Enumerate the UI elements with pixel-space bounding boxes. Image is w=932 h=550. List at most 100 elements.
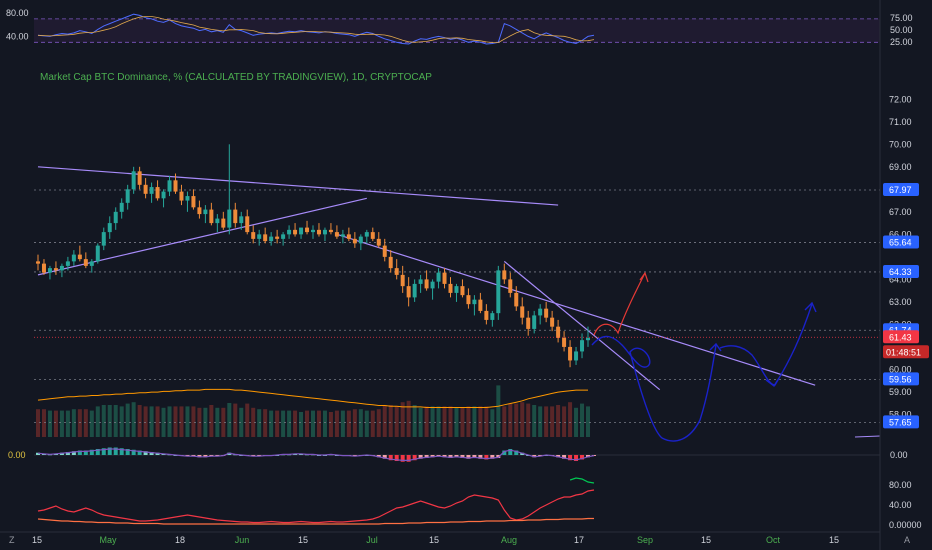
hist-bar [83, 450, 88, 455]
volume-bar [59, 410, 64, 437]
volume-bar [77, 409, 82, 437]
candle [263, 227, 268, 244]
volume-bar [275, 410, 280, 437]
volume-bar [287, 410, 292, 437]
candle [574, 346, 579, 365]
candle-body [173, 180, 178, 192]
candle-body [556, 326, 561, 338]
candle-body [143, 184, 148, 194]
candle-body [358, 236, 363, 244]
candle-body [460, 286, 465, 296]
candle [299, 227, 304, 239]
level-price-label [883, 415, 919, 429]
candle-body [526, 317, 531, 329]
volume-bar [544, 406, 549, 437]
candle [388, 250, 393, 273]
candle-body [484, 310, 489, 320]
hist-bar [562, 455, 567, 459]
oscillator-line [37, 489, 595, 524]
price-tick: 69.00 [889, 162, 912, 172]
candle [442, 268, 447, 289]
candle [520, 297, 525, 325]
candle-body [454, 286, 459, 293]
level-price-label [883, 182, 919, 196]
candle-body [107, 223, 112, 233]
volume-bar [502, 406, 507, 437]
volume-bar [580, 403, 585, 437]
candle-body [137, 171, 142, 185]
candle [71, 250, 76, 266]
candle-body [257, 234, 262, 239]
volume-bar [65, 410, 70, 437]
volume-bar [496, 385, 501, 437]
candle [173, 173, 178, 194]
volume-bar [442, 406, 447, 437]
volume-bar [376, 409, 381, 437]
volume-bar [382, 405, 387, 437]
volume-bar [388, 405, 393, 437]
volume-bar [412, 405, 417, 437]
volume-bar [460, 407, 465, 437]
auto-scale-button[interactable]: A [904, 535, 910, 545]
candle-body [155, 187, 160, 199]
candle [197, 200, 202, 219]
candle-body [538, 308, 543, 316]
trendline [37, 166, 559, 206]
hist-bar [508, 449, 513, 455]
candle [490, 310, 495, 327]
volume-bar [221, 407, 226, 437]
volume-bar [436, 406, 441, 437]
candle-body [412, 283, 417, 298]
candle-body [47, 268, 52, 273]
price-tick: 67.00 [889, 207, 912, 217]
chart-settings-left[interactable]: Z [9, 535, 15, 545]
candle [83, 252, 88, 269]
price-tick: 66.00 [889, 229, 912, 239]
candle [580, 333, 585, 359]
trendline [336, 233, 816, 386]
volume-bar [538, 406, 543, 437]
volume-bar [370, 410, 375, 437]
volume-bar [119, 406, 124, 437]
hist-bar [197, 455, 202, 458]
level-price-text: 67.97 [889, 185, 912, 195]
candle [251, 225, 256, 244]
hist-bar [36, 452, 40, 455]
level-price-text: 59.56 [889, 374, 912, 384]
volume-bar [155, 406, 160, 437]
candle [532, 310, 537, 334]
volume-bar [340, 410, 345, 437]
volume-bar [167, 406, 172, 437]
candle-body [233, 209, 238, 224]
time-axis[interactable]: 15 May 18 Jun 15 Jul 15 Aug 17 Sep 15 Oct 15 [0, 531, 880, 545]
time-tick: 15 [701, 535, 711, 545]
candle-body [71, 254, 76, 262]
candle-body [77, 254, 82, 260]
candle-body [83, 259, 88, 266]
volume-bar [191, 406, 196, 437]
volume-bar [89, 410, 94, 437]
candle-body [287, 229, 292, 235]
price-axis[interactable]: 72.00 71.00 70.00 69.00 67.00 66.00 64.00 63.00… [879, 0, 929, 550]
volume-bar [472, 406, 477, 437]
price-pane[interactable] [34, 144, 880, 437]
candle [484, 304, 489, 325]
time-tick: 15 [829, 535, 839, 545]
volume-bar [281, 410, 286, 437]
candle [41, 259, 46, 275]
candle-body [65, 261, 70, 266]
candle-body [251, 232, 256, 239]
volume-bar [364, 410, 369, 437]
candle-body [322, 229, 327, 235]
candle-body [227, 209, 232, 228]
red-arrowhead [639, 271, 649, 283]
volume-bar [53, 410, 58, 437]
candle [101, 227, 106, 251]
osc-right-tick: 80.00 [889, 480, 912, 490]
volume-bar [293, 410, 298, 437]
volume-bar [532, 405, 537, 437]
candle [293, 223, 298, 237]
volume-bar [179, 406, 184, 437]
volume-bar [125, 403, 130, 437]
